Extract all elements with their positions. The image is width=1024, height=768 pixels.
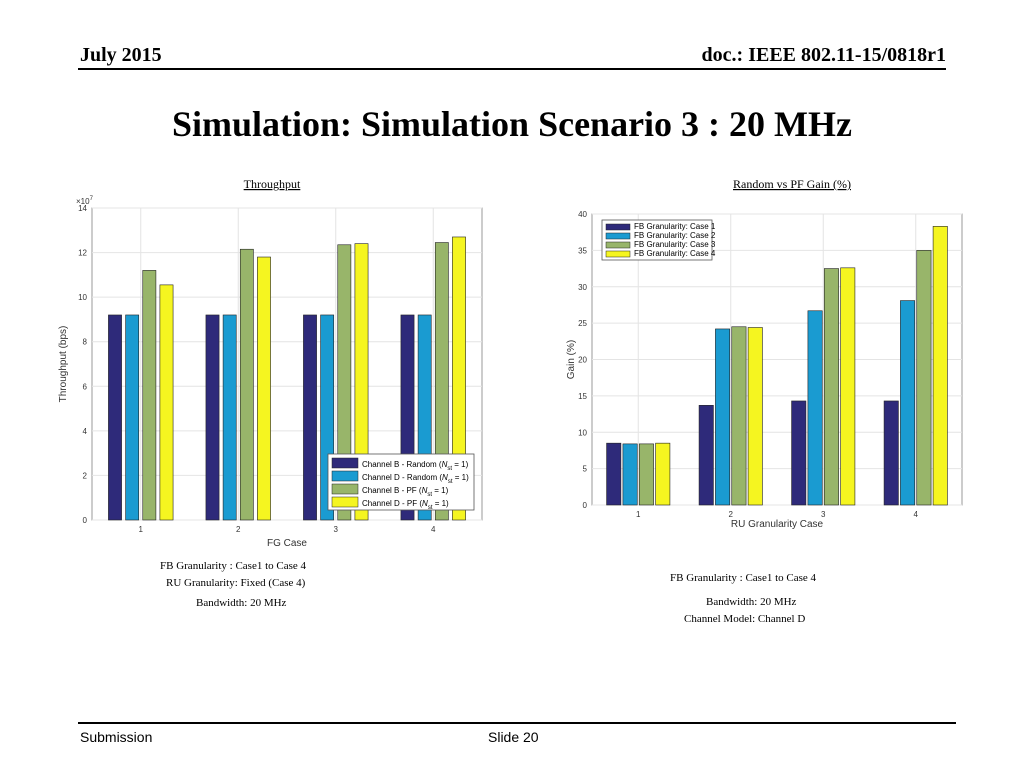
chart-title: Random vs PF Gain (%) bbox=[733, 177, 851, 191]
bar-gain-series2-case1 bbox=[622, 443, 638, 506]
legend-label: FB Granularity: Case 2 bbox=[634, 231, 716, 240]
slide-title: Simulation: Simulation Scenario 3 : 20 M… bbox=[171, 104, 852, 144]
y-tick-label: 14 bbox=[78, 204, 87, 213]
gain-chart: 0 5 10 15 20 25 30 35 40 1 2 3 4 Random vs PF Gain (%… bbox=[566, 177, 963, 530]
y-multiplier-label: ×107 bbox=[76, 196, 94, 206]
header-doc-id: doc.: IEEE 802.11-15/0818r1 bbox=[701, 44, 946, 66]
legend-swatch bbox=[331, 483, 359, 495]
y-tick-label: 40 bbox=[578, 210, 587, 219]
bar-throughput-series1-case2 bbox=[205, 314, 220, 521]
legend-label: Channel D - Random (Nst = 1) bbox=[362, 473, 469, 485]
y-tick-label: 6 bbox=[83, 382, 88, 391]
legend-label: Channel D - PF (Nst = 1) bbox=[362, 499, 449, 511]
y-tick-label: 10 bbox=[78, 293, 87, 302]
bar-gain-series4-case3 bbox=[840, 267, 856, 506]
legend-swatch bbox=[331, 457, 359, 469]
legend-swatch bbox=[605, 250, 631, 258]
bar-gain-series1-case4 bbox=[883, 400, 899, 506]
bar-gain-series1-case3 bbox=[791, 400, 807, 506]
y-tick-label: 4 bbox=[83, 427, 88, 436]
x-tick-label: 3 bbox=[821, 510, 826, 519]
x-tick-label: 4 bbox=[431, 525, 436, 534]
x-tick-label: 3 bbox=[334, 525, 339, 534]
bar-gain-series4-case1 bbox=[655, 442, 671, 506]
bar-throughput-series1-case3 bbox=[303, 314, 317, 521]
legend-swatch bbox=[605, 241, 631, 249]
y-tick-label: 0 bbox=[83, 516, 88, 525]
footer-submission: Submission bbox=[80, 729, 153, 745]
bar-gain-series2-case3 bbox=[807, 310, 823, 506]
caption-right-bw: Bandwidth: 20 MHz bbox=[706, 596, 797, 608]
x-tick-label: 2 bbox=[236, 525, 241, 534]
y-tick-label: 12 bbox=[78, 249, 87, 258]
bar-gain-series3-case1 bbox=[638, 443, 654, 506]
bar-throughput-series3-case3 bbox=[337, 244, 352, 521]
caption-right-channel: Channel Model: Channel D bbox=[684, 613, 806, 625]
legend-label: Channel B - Random (Nst = 1) bbox=[362, 460, 469, 472]
bar-throughput-series4-case2 bbox=[257, 256, 271, 521]
y-tick-label: 10 bbox=[578, 428, 587, 437]
x-tick-label: 1 bbox=[636, 510, 641, 519]
legend-swatch bbox=[331, 496, 359, 508]
legend-label: FB Granularity: Case 4 bbox=[634, 249, 716, 258]
y-tick-label: 5 bbox=[583, 465, 588, 474]
bar-throughput-series2-case1 bbox=[125, 314, 140, 521]
bar-throughput-series1-case1 bbox=[108, 314, 122, 521]
legend-label: FB Granularity: Case 3 bbox=[634, 240, 716, 249]
bar-gain-series1-case2 bbox=[698, 405, 714, 506]
footer-divider bbox=[78, 722, 956, 724]
caption-left-fb: FB Granularity : Case1 to Case 4 bbox=[160, 560, 307, 572]
legend-swatch bbox=[331, 470, 359, 482]
x-tick-label: 4 bbox=[914, 510, 919, 519]
y-tick-label: 20 bbox=[578, 356, 587, 365]
bar-gain-series4-case4 bbox=[932, 226, 948, 506]
bar-throughput-series3-case1 bbox=[142, 270, 157, 521]
bar-throughput-series3-case4 bbox=[434, 242, 449, 521]
y-axis-label: Throughput (bps) bbox=[58, 326, 69, 403]
y-tick-label: 15 bbox=[578, 392, 587, 401]
y-tick-label: 30 bbox=[578, 283, 587, 292]
bar-throughput-series4-case4 bbox=[452, 236, 466, 521]
y-tick-label: 25 bbox=[578, 319, 587, 328]
x-axis-label: RU Granularity Case bbox=[731, 519, 824, 530]
bar-throughput-series2-case2 bbox=[222, 314, 237, 521]
caption-right-fb: FB Granularity : Case1 to Case 4 bbox=[670, 572, 817, 584]
x-tick-label: 2 bbox=[729, 510, 734, 519]
x-tick-label: 1 bbox=[139, 525, 144, 534]
bar-gain-series3-case2 bbox=[731, 326, 747, 506]
bar-throughput-series4-case3 bbox=[354, 243, 369, 521]
legend-label: Channel B - PF (Nst = 1) bbox=[362, 486, 449, 498]
header-date: July 2015 bbox=[80, 44, 162, 66]
bar-throughput-series3-case2 bbox=[239, 248, 254, 521]
x-axis-label: FG Case bbox=[267, 538, 307, 549]
legend-label: FB Granularity: Case 1 bbox=[634, 222, 716, 231]
bar-gain-series2-case2 bbox=[715, 328, 731, 506]
chart-title: Throughput bbox=[244, 177, 301, 191]
y-tick-label: 8 bbox=[83, 338, 88, 347]
legend-swatch bbox=[605, 223, 631, 231]
footer-slide-number: Slide 20 bbox=[488, 729, 539, 745]
bar-gain-series3-case3 bbox=[823, 268, 839, 506]
header-divider bbox=[78, 68, 946, 70]
bar-gain-series2-case4 bbox=[900, 300, 916, 506]
caption-left-ru: RU Granularity: Fixed (Case 4) bbox=[166, 577, 306, 589]
y-axis-label: Gain (%) bbox=[566, 340, 577, 379]
bar-throughput-series4-case1 bbox=[159, 284, 174, 521]
y-tick-label: 0 bbox=[583, 501, 588, 510]
bar-gain-series1-case1 bbox=[606, 442, 622, 506]
legend-swatch bbox=[605, 232, 631, 240]
caption-left-bw: Bandwidth: 20 MHz bbox=[196, 597, 287, 609]
y-tick-label: 35 bbox=[578, 246, 587, 255]
y-tick-label: 2 bbox=[83, 471, 88, 480]
bar-gain-series3-case4 bbox=[916, 250, 932, 506]
bar-gain-series4-case2 bbox=[747, 327, 763, 506]
